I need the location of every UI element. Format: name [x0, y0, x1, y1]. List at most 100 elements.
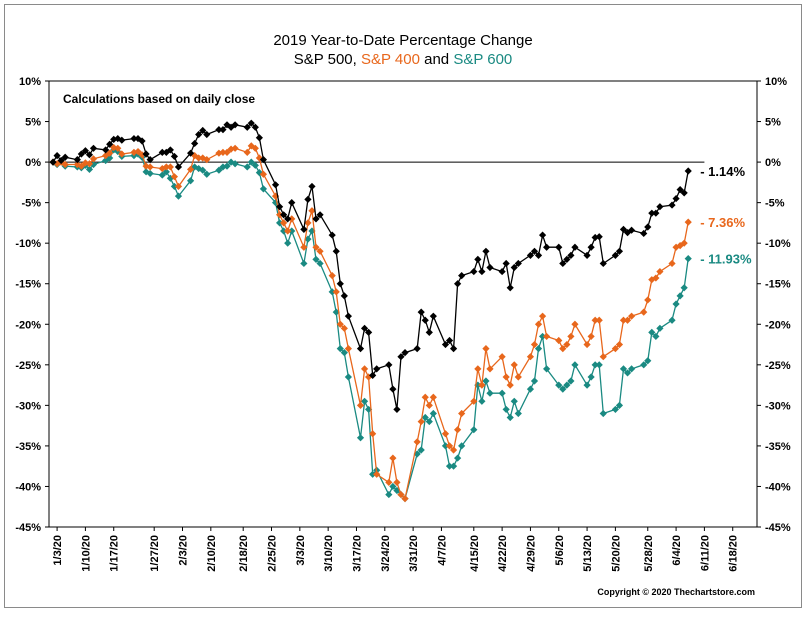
- x-tick-label: 2/10/20: [206, 535, 218, 572]
- data-point-s-p-600: [284, 239, 292, 247]
- x-tick-label: 3/10/20: [323, 535, 335, 572]
- data-point-s-p-400: [336, 320, 344, 328]
- x-tick-label: 2/3/20: [178, 535, 190, 566]
- data-point-s-p-400: [526, 353, 535, 361]
- data-point-s-p-400: [243, 148, 251, 156]
- data-point-s-p-500: [215, 126, 223, 134]
- data-point-s-p-600: [417, 446, 425, 454]
- data-point-s-p-600: [514, 409, 522, 418]
- data-point-s-p-500: [223, 121, 231, 129]
- x-tick-label: 6/18/20: [728, 535, 740, 572]
- data-point-s-p-400: [599, 353, 607, 361]
- data-point-s-p-400: [106, 149, 114, 157]
- data-point-s-p-400: [369, 430, 377, 438]
- data-point-s-p-400: [77, 162, 85, 170]
- data-point-s-p-400: [401, 495, 409, 503]
- data-point-s-p-600: [583, 381, 591, 389]
- data-point-s-p-500: [676, 186, 684, 194]
- data-point-s-p-600: [482, 377, 490, 385]
- data-point-s-p-600: [445, 462, 454, 470]
- data-point-s-p-500: [595, 233, 603, 241]
- data-point-s-p-600: [316, 259, 324, 268]
- data-point-s-p-600: [231, 160, 239, 168]
- data-point-s-p-400: [170, 173, 179, 181]
- data-point-s-p-400: [506, 381, 514, 389]
- end-label-s-p-500: - 1.14%: [700, 164, 745, 179]
- data-point-s-p-500: [284, 215, 292, 223]
- data-point-s-p-500: [421, 316, 429, 324]
- y-axis-left: 10% 5% 0% -5% -10% -15% -20% -25% -30% -35% -40% -4…: [15, 76, 49, 534]
- chart-title-line2: S&P 500, S&P 400 and S&P 600: [294, 51, 513, 68]
- data-point-s-p-400: [555, 336, 563, 345]
- data-point-s-p-400: [332, 288, 340, 296]
- x-tick-label: 6/4/20: [671, 535, 683, 566]
- data-point-s-p-600: [563, 381, 571, 389]
- data-point-s-p-500: [474, 255, 482, 263]
- x-tick-label: 5/28/20: [643, 535, 655, 572]
- data-point-s-p-600: [587, 373, 595, 381]
- y-axis-right: 10% 5% 0% -5% -10% -15% -20% -25% -30% -35% -40% -4…: [757, 76, 791, 534]
- data-point-s-p-400: [85, 160, 94, 168]
- data-point-s-p-400: [187, 165, 195, 173]
- data-point-s-p-400: [668, 259, 676, 268]
- data-point-s-p-600: [559, 385, 567, 393]
- data-point-s-p-500: [454, 280, 462, 288]
- data-point-s-p-400: [425, 401, 433, 409]
- data-point-s-p-600: [538, 332, 547, 341]
- data-point-s-p-400: [61, 160, 69, 169]
- data-point-s-p-600: [510, 397, 518, 405]
- data-point-s-p-400: [538, 312, 547, 320]
- data-point-s-p-500: [158, 148, 166, 156]
- data-point-s-p-600: [203, 170, 211, 178]
- data-point-s-p-400: [623, 316, 632, 324]
- data-point-s-p-600: [174, 192, 183, 200]
- data-point-s-p-400: [393, 478, 401, 486]
- data-point-s-p-600: [644, 357, 652, 365]
- data-point-s-p-400: [373, 470, 381, 478]
- data-point-s-p-600: [652, 332, 660, 341]
- data-point-s-p-500: [619, 225, 628, 233]
- chart-title-line1: 2019 Year-to-Date Percentage Change: [273, 32, 532, 49]
- data-point-s-p-500: [470, 267, 478, 276]
- data-point-s-p-600: [365, 405, 373, 414]
- x-tick-label: 4/22/20: [497, 535, 509, 572]
- data-point-s-p-500: [571, 243, 579, 251]
- title-part-sp500: S&P 500: [294, 51, 353, 68]
- x-tick-label: 4/15/20: [469, 535, 481, 572]
- data-point-s-p-500: [397, 353, 405, 361]
- series-s-p-500: [49, 119, 692, 414]
- data-point-s-p-600: [369, 470, 377, 478]
- series-group: [49, 119, 692, 503]
- data-point-s-p-500: [187, 149, 195, 157]
- y-tick-label-right: -20%: [765, 319, 791, 331]
- data-point-s-p-400: [474, 365, 482, 373]
- y-tick-label-right: -25%: [765, 360, 791, 372]
- data-point-s-p-400: [656, 267, 664, 276]
- data-point-s-p-500: [668, 201, 676, 209]
- data-point-s-p-600: [300, 259, 308, 268]
- data-point-s-p-600: [567, 377, 575, 385]
- data-point-s-p-600: [158, 171, 166, 179]
- data-point-s-p-600: [280, 227, 288, 235]
- data-point-s-p-500: [259, 156, 268, 164]
- data-point-s-p-400: [470, 397, 478, 405]
- data-point-s-p-500: [369, 371, 377, 379]
- data-point-s-p-500: [530, 247, 539, 255]
- data-point-s-p-500: [615, 247, 624, 255]
- data-point-s-p-400: [340, 324, 348, 332]
- data-point-s-p-500: [599, 259, 607, 268]
- data-point-s-p-500: [555, 243, 563, 251]
- data-point-s-p-400: [162, 163, 170, 171]
- data-point-s-p-500: [478, 267, 486, 276]
- data-point-s-p-500: [102, 146, 110, 154]
- data-point-s-p-500: [332, 247, 340, 255]
- data-point-s-p-600: [526, 385, 535, 393]
- data-point-s-p-400: [595, 316, 603, 324]
- data-point-s-p-500: [514, 259, 522, 268]
- chart-frame: 2019 Year-to-Date Percentage Change S&P …: [4, 4, 802, 608]
- data-point-s-p-500: [106, 140, 114, 148]
- data-point-s-p-400: [304, 219, 312, 227]
- data-point-s-p-500: [429, 312, 437, 320]
- data-point-s-p-500: [57, 156, 65, 165]
- data-point-s-p-500: [482, 247, 490, 255]
